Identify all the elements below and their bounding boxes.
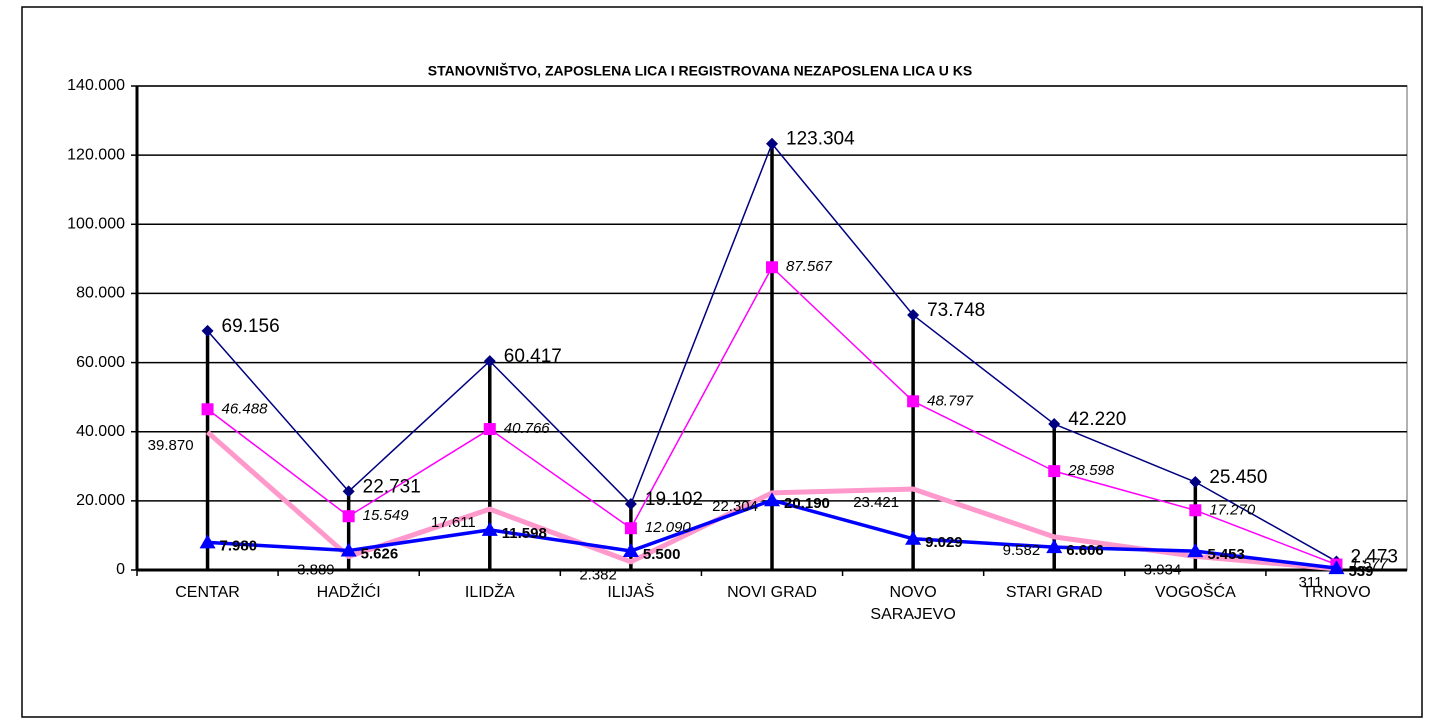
data-label: 23.421 [853,494,899,511]
data-label: 60.417 [504,346,562,367]
marker [907,309,920,322]
data-label: 123.304 [786,129,855,150]
data-label: 87.567 [786,258,833,275]
y-tick-label: 140.000 [67,77,125,94]
data-label: 9.582 [1003,542,1041,559]
data-label: 11.598 [502,525,547,542]
data-label: 3.889 [297,562,335,579]
x-tick-label: VOGOŠĆA [1154,584,1236,601]
x-tick-label: TRNOVO [1302,584,1371,601]
data-label: 311 [1299,574,1323,591]
marker [199,534,216,549]
marker [1187,543,1204,558]
x-tick-label: STARI GRAD [1005,584,1103,601]
data-label: 539 [1348,563,1373,580]
marker [905,530,922,545]
marker [624,522,637,535]
marker [342,485,355,498]
marker [907,395,920,408]
marker [622,542,639,557]
marker [342,510,355,523]
data-label: 17.270 [1209,501,1256,518]
data-label: 17.611 [431,514,476,531]
data-label: 22.304 [712,498,758,515]
x-tick-label: CENTAR [175,584,240,601]
x-tick-label: NOVO SARAJEVO [870,584,956,623]
data-label: 12.090 [645,519,692,536]
marker [1048,418,1061,431]
y-tick-label: 60.000 [76,354,125,371]
x-tick-label: NOVI GRAD [727,584,817,601]
x-tick-label: ILIDŽA [464,584,515,601]
data-label: 20.190 [784,495,830,512]
data-label: 9.029 [925,534,963,551]
marker [766,261,778,274]
data-label: 5.626 [361,546,399,563]
data-label: 48.797 [927,392,974,409]
y-tick-label: 100.000 [67,216,125,233]
y-tick-label: 80.000 [76,285,125,302]
data-label: 5.500 [643,546,681,563]
marker [1189,476,1202,489]
marker [481,521,498,536]
x-tick-label: ILIJAŠ [607,584,655,601]
data-label: 42.220 [1068,409,1126,430]
data-label: 46.488 [222,400,269,417]
y-tick-label: 40.000 [76,423,125,440]
data-label: 15.549 [363,507,410,524]
data-label: 28.598 [1067,462,1115,479]
y-tick-label: 120.000 [67,146,125,163]
data-label: 69.156 [222,316,280,337]
data-label: 3.934 [1144,561,1182,578]
data-label: 40.766 [504,420,551,437]
marker [483,423,496,436]
data-label: 7.980 [220,537,258,554]
marker [201,324,214,337]
marker [1189,504,1202,517]
data-label: 22.731 [363,476,421,497]
marker [1048,465,1061,478]
marker [483,355,496,368]
chart-title: STANOVNIŠTVO, ZAPOSLENA LICA I REGISTROV… [428,62,972,79]
marker [340,542,357,557]
data-label: 5.453 [1207,546,1245,563]
marker [1328,560,1345,575]
data-label: 73.748 [927,300,985,321]
marker [1046,539,1063,554]
y-tick-label: 0 [116,561,125,578]
x-tick-label: HADŽIĆI [316,584,381,601]
marker [764,492,780,507]
data-label: 2.382 [579,567,617,584]
data-label: 39.870 [148,437,194,454]
y-tick-label: 20.000 [76,492,125,509]
marker [624,497,637,510]
data-label: 25.450 [1209,467,1267,488]
data-label: 1.577 [1350,556,1388,573]
data-label: 2.473 [1350,546,1398,567]
marker [766,137,778,150]
data-label: 19.102 [645,489,703,510]
data-label: 6.606 [1066,542,1104,559]
marker [201,403,214,416]
